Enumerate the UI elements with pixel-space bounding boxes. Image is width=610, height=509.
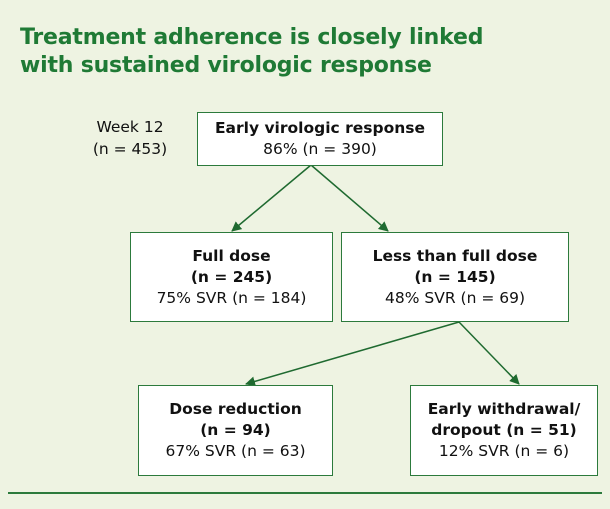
node-line: Early withdrawal/ — [427, 400, 581, 418]
node-line: (n = 245) — [190, 267, 273, 286]
node: Early withdrawal/ dropout (n = 51) 12% S… — [410, 385, 598, 476]
timepoint-n: (n = 453) — [92, 140, 168, 158]
node-line: (n = 94) — [200, 421, 271, 439]
node: Full dose (n = 245) 75% SVR (n = 184) — [130, 232, 333, 322]
node: Early virologic response 86% (n = 390) — [197, 112, 443, 166]
node-line: 12% SVR (n = 6) — [438, 442, 570, 460]
node-line: 86% (n = 390) — [263, 140, 377, 158]
arrow — [310, 164, 389, 232]
node-line: 75% SVR (n = 184) — [156, 288, 307, 307]
title-line: Treatment adherence is closely linked — [20, 25, 484, 50]
node-line: Early virologic response — [214, 119, 426, 137]
node-line: dropout (n = 51) — [431, 421, 577, 439]
node-line: 48% SVR (n = 69) — [385, 288, 525, 307]
node-line: Full dose — [192, 246, 271, 265]
title: Treatment adherence is closely linked wi… — [20, 24, 483, 80]
arrow — [245, 321, 460, 387]
node-line: Dose reduction — [169, 400, 302, 418]
arrow — [231, 164, 312, 232]
arrow — [458, 321, 520, 385]
title-line: with sustained virologic response — [20, 53, 432, 78]
timepoint-label: Week 12 — [96, 118, 164, 136]
node-line: Less than full dose — [372, 246, 538, 265]
bottom-rule — [8, 492, 602, 494]
timepoint: Week 12 (n = 453) — [70, 116, 190, 160]
node: Less than full dose (n = 145) 48% SVR (n… — [341, 232, 569, 322]
node: Dose reduction (n = 94) 67% SVR (n = 63) — [138, 385, 333, 476]
node-line: (n = 145) — [414, 267, 496, 286]
node-line: 67% SVR (n = 63) — [165, 442, 306, 460]
